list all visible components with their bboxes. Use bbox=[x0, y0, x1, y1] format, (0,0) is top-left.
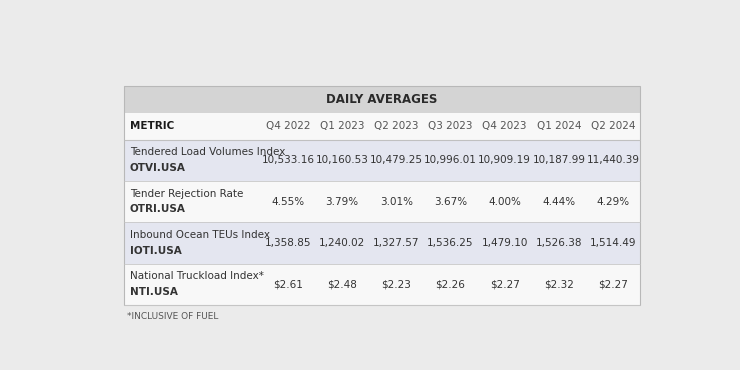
Text: 10,160.53: 10,160.53 bbox=[316, 155, 369, 165]
Text: 11,440.39: 11,440.39 bbox=[587, 155, 639, 165]
Text: OTVI.USA: OTVI.USA bbox=[130, 163, 186, 173]
Text: Q3 2023: Q3 2023 bbox=[428, 121, 473, 131]
Text: Q2 2024: Q2 2024 bbox=[591, 121, 636, 131]
Text: DAILY AVERAGES: DAILY AVERAGES bbox=[326, 93, 438, 106]
Text: 4.55%: 4.55% bbox=[272, 197, 304, 207]
Text: 3.01%: 3.01% bbox=[380, 197, 413, 207]
Text: 1,327.57: 1,327.57 bbox=[373, 238, 420, 248]
Text: Q1 2024: Q1 2024 bbox=[536, 121, 581, 131]
Bar bbox=[124, 113, 640, 140]
Text: Q4 2023: Q4 2023 bbox=[482, 121, 527, 131]
Text: $2.61: $2.61 bbox=[273, 279, 303, 289]
Bar bbox=[124, 222, 640, 264]
Text: 1,358.85: 1,358.85 bbox=[265, 238, 312, 248]
Text: 1,536.25: 1,536.25 bbox=[427, 238, 474, 248]
Bar bbox=[124, 181, 640, 222]
Text: $2.48: $2.48 bbox=[327, 279, 357, 289]
Bar bbox=[124, 264, 640, 305]
Text: Q2 2023: Q2 2023 bbox=[374, 121, 419, 131]
Text: Q1 2023: Q1 2023 bbox=[320, 121, 364, 131]
Text: 1,479.10: 1,479.10 bbox=[482, 238, 528, 248]
Text: Tender Rejection Rate: Tender Rejection Rate bbox=[130, 189, 243, 199]
Text: $2.26: $2.26 bbox=[436, 279, 465, 289]
Text: Tendered Load Volumes Index: Tendered Load Volumes Index bbox=[130, 147, 285, 157]
Text: 10,187.99: 10,187.99 bbox=[532, 155, 585, 165]
Text: $2.27: $2.27 bbox=[598, 279, 628, 289]
Text: Q4 2022: Q4 2022 bbox=[266, 121, 310, 131]
Text: OTRI.USA: OTRI.USA bbox=[130, 204, 186, 214]
Text: *INCLUSIVE OF FUEL: *INCLUSIVE OF FUEL bbox=[127, 312, 218, 321]
Text: $2.23: $2.23 bbox=[381, 279, 411, 289]
Bar bbox=[124, 140, 640, 181]
Text: Inbound Ocean TEUs Index: Inbound Ocean TEUs Index bbox=[130, 230, 270, 240]
Text: 10,479.25: 10,479.25 bbox=[370, 155, 423, 165]
Text: 1,514.49: 1,514.49 bbox=[590, 238, 636, 248]
Text: 4.29%: 4.29% bbox=[596, 197, 630, 207]
Text: 3.79%: 3.79% bbox=[326, 197, 359, 207]
Text: 4.44%: 4.44% bbox=[542, 197, 576, 207]
Text: 3.67%: 3.67% bbox=[434, 197, 467, 207]
Text: 10,996.01: 10,996.01 bbox=[424, 155, 477, 165]
Text: 4.00%: 4.00% bbox=[488, 197, 521, 207]
Bar bbox=[124, 86, 640, 113]
Text: $2.32: $2.32 bbox=[544, 279, 574, 289]
Text: 1,526.38: 1,526.38 bbox=[536, 238, 582, 248]
Text: National Truckload Index*: National Truckload Index* bbox=[130, 271, 263, 281]
Bar bbox=[124, 86, 640, 305]
Text: NTI.USA: NTI.USA bbox=[130, 287, 178, 297]
Text: 10,909.19: 10,909.19 bbox=[478, 155, 531, 165]
Text: 1,240.02: 1,240.02 bbox=[319, 238, 366, 248]
Text: METRIC: METRIC bbox=[130, 121, 174, 131]
Text: $2.27: $2.27 bbox=[490, 279, 519, 289]
Text: IOTI.USA: IOTI.USA bbox=[130, 246, 181, 256]
Text: 10,533.16: 10,533.16 bbox=[261, 155, 314, 165]
